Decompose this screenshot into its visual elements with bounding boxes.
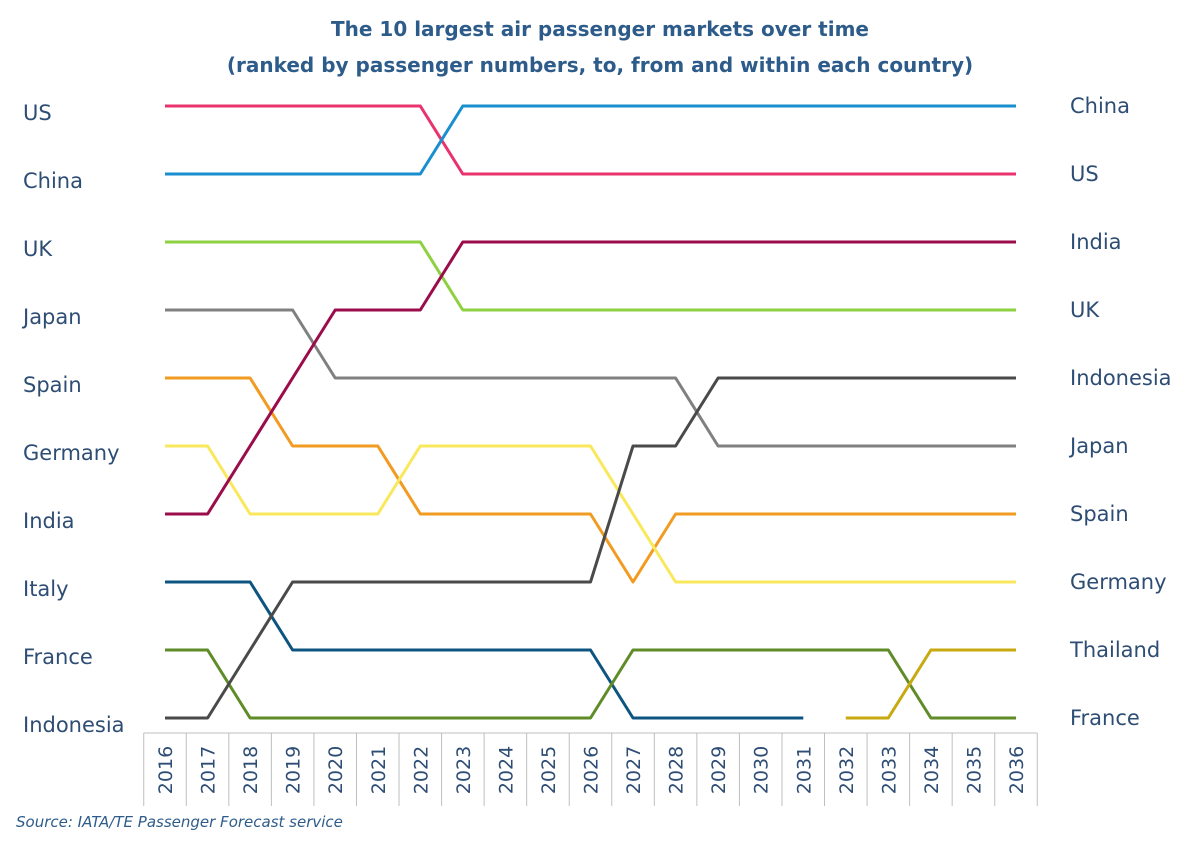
series-line-france: [165, 648, 1016, 720]
left-label-india: India: [23, 509, 75, 533]
left-label-uk: UK: [23, 237, 53, 261]
series-line-us: [165, 104, 1016, 176]
left-label-us: US: [23, 101, 52, 125]
right-label-india: India: [1070, 230, 1122, 254]
x-tick-label-2034: 2034: [921, 746, 943, 794]
left-label-china: China: [23, 169, 83, 193]
x-tick-label-2036: 2036: [1006, 746, 1028, 794]
right-label-france: France: [1070, 706, 1140, 730]
series-line-thailand: [845, 648, 1016, 720]
right-label-uk: UK: [1070, 298, 1100, 322]
left-label-germany: Germany: [23, 441, 120, 465]
x-tick-label-2024: 2024: [495, 746, 517, 794]
x-tick-label-2027: 2027: [623, 746, 645, 794]
series-line-indonesia: [165, 376, 1016, 720]
series-line-china: [165, 104, 1016, 176]
x-axis: 2016 2017 2018 2019 2020 2021 2022 2023 2024 2025…: [143, 732, 1038, 806]
series-line-germany: [165, 444, 1016, 584]
chart-title: The 10 largest air passenger markets ove…: [331, 17, 869, 41]
x-tick-label-2020: 2020: [325, 746, 347, 794]
left-label-indonesia: Indonesia: [23, 713, 125, 737]
x-tick-label-2022: 2022: [410, 746, 432, 794]
x-tick-label-2021: 2021: [368, 746, 390, 794]
right-label-spain: Spain: [1070, 502, 1129, 526]
right-label-china: China: [1070, 94, 1130, 118]
right-rank-labels: China US India UK Indonesia Japan Spain Germany…: [1068, 94, 1172, 730]
left-label-france: France: [23, 645, 93, 669]
x-tick-label-2028: 2028: [666, 746, 688, 794]
x-tick-label-2018: 2018: [240, 746, 262, 794]
series-line-india: [165, 240, 1016, 516]
x-tick-label-2029: 2029: [708, 746, 730, 794]
x-tick-label-2019: 2019: [283, 746, 305, 794]
right-label-germany: Germany: [1070, 570, 1167, 594]
x-tick-label-2017: 2017: [198, 746, 220, 794]
left-label-japan: Japan: [21, 305, 82, 329]
left-label-italy: Italy: [23, 577, 69, 601]
x-tick-label-2031: 2031: [793, 746, 815, 794]
source-note: Source: IATA/TE Passenger Forecast servi…: [16, 813, 343, 831]
x-tick-label-2032: 2032: [836, 746, 858, 794]
x-tick-label-2025: 2025: [538, 746, 560, 794]
series-lines: [165, 104, 1016, 720]
x-tick-label-2035: 2035: [963, 746, 985, 794]
series-line-japan: [165, 308, 1016, 448]
left-label-spain: Spain: [23, 373, 82, 397]
left-rank-labels: US China UK Japan Spain Germany India Italy Fran…: [21, 101, 125, 737]
right-label-us: US: [1070, 162, 1099, 186]
series-line-uk: [165, 240, 1016, 312]
x-tick-label-2016: 2016: [155, 746, 177, 794]
right-label-thailand: Thailand: [1069, 638, 1160, 662]
chart-subtitle: (ranked by passenger numbers, to, from a…: [227, 53, 973, 77]
x-tick-label-2033: 2033: [878, 746, 900, 794]
right-label-indonesia: Indonesia: [1070, 366, 1172, 390]
right-label-japan: Japan: [1068, 434, 1129, 458]
series-line-spain: [165, 376, 1016, 584]
x-tick-label-2030: 2030: [751, 746, 773, 794]
x-tick-label-2026: 2026: [581, 746, 603, 794]
x-tick-label-2023: 2023: [453, 746, 475, 794]
